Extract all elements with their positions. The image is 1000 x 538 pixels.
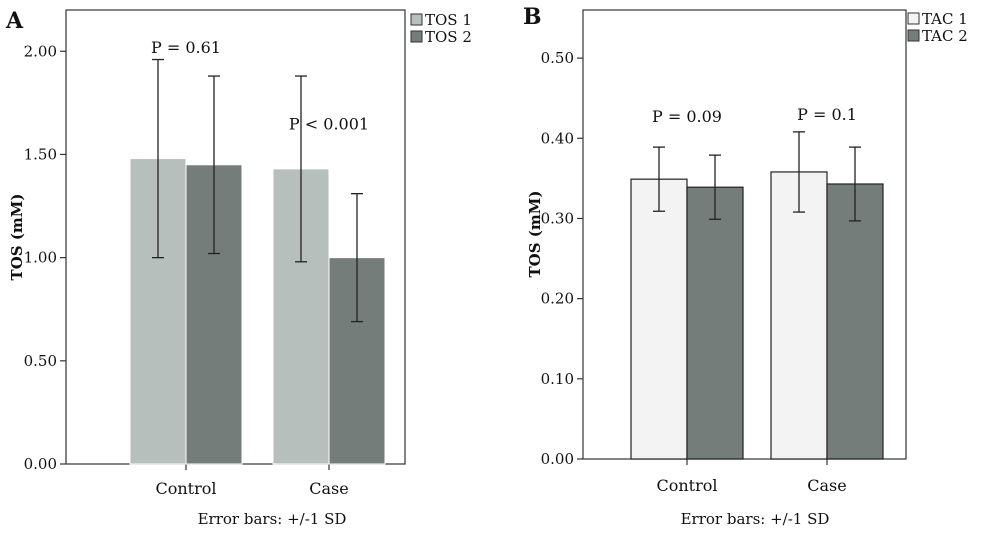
y-tick-label: 1.50	[24, 145, 57, 163]
plot-frame	[582, 9, 907, 460]
x-category-label: Case	[309, 479, 348, 498]
y-tick-label: 0.10	[541, 370, 574, 388]
legend-swatch	[907, 29, 920, 42]
y-tick-label: 0.00	[541, 450, 574, 468]
y-tick-label: 0.30	[541, 209, 574, 227]
bar-tac-2-control	[686, 186, 744, 460]
panel-letter: A	[5, 8, 24, 34]
y-tick-label: 2.00	[24, 42, 57, 60]
p-value-annotation: P < 0.001	[289, 115, 369, 134]
x-category-label: Case	[807, 476, 846, 495]
p-value-annotation: P = 0.1	[797, 105, 857, 124]
p-value-annotation: P = 0.09	[652, 107, 722, 126]
p-value-annotation: P = 0.61	[151, 38, 221, 57]
x-category-label: Control	[155, 479, 216, 498]
y-tick-label: 0.00	[24, 455, 57, 473]
y-tick-label: 0.40	[541, 129, 574, 147]
y-axis-title: TOS (mM)	[8, 194, 26, 281]
legend-swatch	[907, 12, 920, 25]
y-tick-label: 1.00	[24, 249, 57, 267]
bar-tac-1-case	[770, 171, 828, 460]
error-bar-note: Error bars: +/-1 SD	[681, 510, 830, 528]
y-tick-label: 0.20	[541, 290, 574, 308]
y-tick-label: 0.50	[24, 352, 57, 370]
y-axis-title: TOS (mM)	[526, 191, 544, 278]
y-tick-label: 0.50	[541, 49, 574, 67]
bar-tac-1-control	[630, 178, 688, 460]
legend-swatch	[410, 30, 423, 43]
legend-label: TOS 1	[425, 11, 472, 29]
bar-tac-2-case	[826, 183, 884, 460]
panel-letter: B	[523, 4, 542, 30]
legend-label: TAC 1	[922, 10, 968, 28]
panel-a: A 0.00 0.50 1.00 1.50 2.00 TOS (mM) Control Case…	[5, 8, 472, 528]
error-bar-note: Error bars: +/-1 SD	[198, 510, 347, 528]
legend-label: TOS 2	[425, 28, 472, 46]
panel-b: B 0.00 0.10 0.20 0.30 0.40 0.50 TOS (mM) Control…	[523, 4, 968, 528]
legend-label: TAC 2	[922, 27, 968, 45]
x-category-label: Control	[656, 476, 717, 495]
legend-swatch	[410, 13, 423, 26]
